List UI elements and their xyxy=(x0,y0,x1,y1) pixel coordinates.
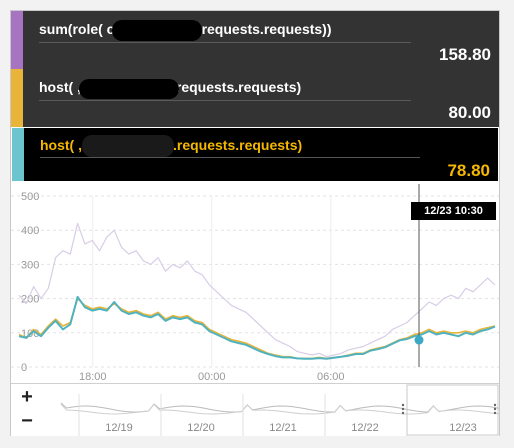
series-color-swatch xyxy=(11,11,23,69)
redaction-mark xyxy=(82,135,174,157)
navigator-svg[interactable]: 12/19 12/20 12/21 12/22 12/23 xyxy=(11,384,499,436)
redaction-mark xyxy=(112,20,202,41)
series-color-swatch xyxy=(11,69,23,127)
navigator-drag-handle[interactable] xyxy=(401,411,405,415)
series-value: 80.00 xyxy=(448,103,491,122)
y-tick-label: 500 xyxy=(21,191,39,203)
navigator-drag-handle[interactable] xyxy=(401,403,405,407)
timeseries-chart[interactable]: 0 100 200 300 400 500 18:00 00:00 06:00 xyxy=(11,184,499,384)
x-tick-label: 06:00 xyxy=(317,371,345,383)
crosshair-time-label: 12/23 10:30 xyxy=(411,202,496,220)
series-line-0 xyxy=(18,222,496,358)
tooltip-row-host-2-highlighted: host( ,custom.nginx.requests.requests) 7… xyxy=(11,127,499,182)
zoom-in-button[interactable]: + xyxy=(21,386,33,408)
series-value: 78.80 xyxy=(447,161,490,180)
y-tick-label: 400 xyxy=(21,225,39,237)
y-tick-label: 0 xyxy=(21,362,27,374)
navigator-drag-handle[interactable] xyxy=(493,411,497,415)
series-line-2 xyxy=(18,295,496,360)
navigator-date-label: 12/20 xyxy=(187,422,215,434)
navigator-drag-handle[interactable] xyxy=(401,407,405,411)
series-value: 158.80 xyxy=(439,45,491,64)
tooltip-divider xyxy=(40,157,420,158)
time-navigator[interactable]: + − 12/19 12/20 12/21 12/22 12/23 xyxy=(11,383,499,436)
series-color-swatch xyxy=(12,128,24,181)
x-tick-label: 18:00 xyxy=(79,371,107,383)
navigator-selection-window[interactable] xyxy=(406,384,499,436)
graph-widget: sum(role( custom.nginx.requests.requests… xyxy=(10,10,500,436)
series-line-1 xyxy=(18,297,496,360)
redaction-mark xyxy=(79,79,179,99)
navigator-drag-handle[interactable] xyxy=(493,403,497,407)
navigator-drag-handle[interactable] xyxy=(493,407,497,411)
navigator-date-label: 12/22 xyxy=(351,422,379,434)
tooltip-divider xyxy=(39,42,411,43)
crosshair-marker xyxy=(414,335,424,345)
tooltip-divider xyxy=(39,100,411,101)
tooltip-row-sum-role: sum(role( custom.nginx.requests.requests… xyxy=(11,11,499,69)
zoom-out-button[interactable]: − xyxy=(21,410,33,432)
x-tick-label: 00:00 xyxy=(198,371,226,383)
navigator-overview-line xyxy=(60,403,499,415)
y-tick-label: 300 xyxy=(21,259,39,271)
tooltip-row-host-1: host( ,custom.nginx.requests.requests) 8… xyxy=(11,69,499,127)
navigator-date-label: 12/21 xyxy=(269,422,297,434)
navigator-date-label: 12/19 xyxy=(105,422,133,434)
navigator-date-label: 12/23 xyxy=(449,422,477,434)
navigator-overview-line xyxy=(60,402,499,413)
